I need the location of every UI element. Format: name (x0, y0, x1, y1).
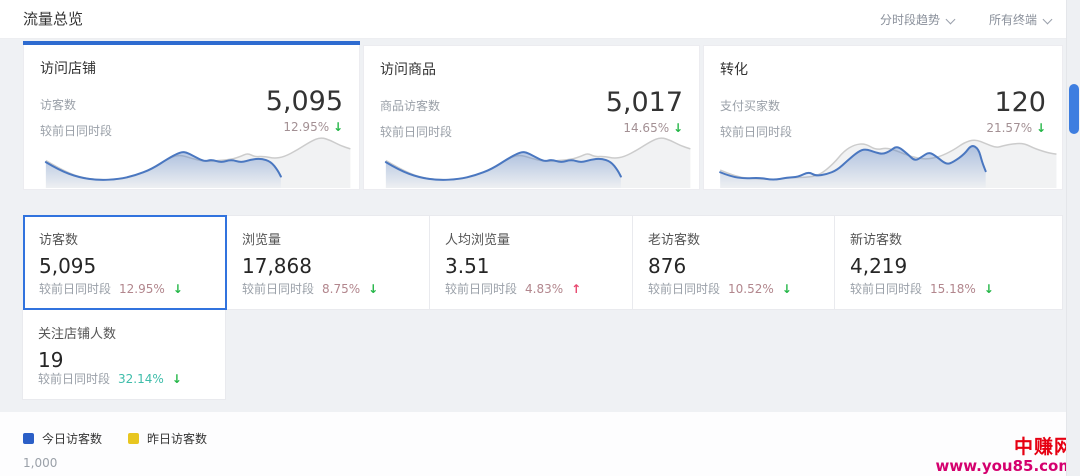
tile-change: 8.75% (322, 281, 361, 296)
card-visit-store[interactable]: 访问店铺 访客数 较前日同时段 5,095 12.95% ↓ (23, 45, 360, 190)
trend-period-label: 分时段趋势 (879, 12, 940, 27)
scrollbar-thumb[interactable] (1069, 84, 1079, 134)
tile-shop-followers[interactable]: 关注店铺人数 19 较前日同时段 32.14% ↓ (22, 309, 226, 400)
summary-cards: 访问店铺 访客数 较前日同时段 5,095 12.95% ↓ (23, 45, 1063, 190)
trend-arrow-icon: ↓ (1035, 121, 1046, 135)
watermark-site-name: 中赚网 (1013, 435, 1074, 458)
metric-value: 5,017 (605, 87, 683, 118)
tile-pageviews[interactable]: 浏览量 17,868 较前日同时段 8.75% ↓ (226, 215, 430, 310)
top-bar: 流量总览 分时段趋势 所有终端 (0, 0, 1080, 39)
tile-value: 3.51 (445, 254, 490, 278)
trend-arrow-icon: ↓ (332, 120, 343, 134)
legend-label: 今日访客数 (42, 432, 103, 446)
tile-label: 老访客数 (648, 233, 701, 248)
active-tab-indicator (23, 41, 360, 45)
tile-visitors[interactable]: 访客数 5,095 较前日同时段 12.95% ↓ (23, 215, 227, 310)
tile-label: 浏览量 (242, 233, 282, 248)
compare-label: 较前日同时段 (380, 125, 453, 139)
metric-change: 21.57% ↓ (986, 121, 1046, 135)
tile-avg-pageviews[interactable]: 人均浏览量 3.51 较前日同时段 4.83% ↑ (429, 215, 633, 310)
scrollbar-track[interactable] (1066, 0, 1080, 476)
trend-arrow-icon: ↑ (571, 281, 582, 296)
tile-compare: 较前日同时段 32.14% ↓ (38, 371, 182, 387)
tile-value: 4,219 (850, 254, 908, 278)
legend-item-today[interactable]: 今日访客数 (23, 430, 102, 447)
tile-label: 新访客数 (850, 233, 903, 248)
tile-compare: 较前日同时段 4.83% ↑ (445, 281, 582, 297)
trend-period-dropdown[interactable]: 分时段趋势 (880, 11, 955, 28)
page-title: 流量总览 (23, 10, 84, 28)
trend-arrow-icon: ↓ (983, 281, 994, 296)
watermark-url: www.you85.com (935, 456, 1074, 475)
card-title: 访问店铺 (40, 61, 96, 77)
tile-returning-visitors[interactable]: 老访客数 876 较前日同时段 10.52% ↓ (632, 215, 835, 310)
metric-label: 访客数 (40, 98, 77, 112)
tile-compare: 较前日同时段 8.75% ↓ (242, 281, 379, 297)
compare-label: 较前日同时段 (40, 124, 113, 138)
tile-change: 10.52% (728, 281, 774, 296)
tile-compare: 较前日同时段 12.95% ↓ (39, 281, 183, 297)
trend-arrow-icon: ↓ (781, 281, 792, 296)
metric-change: 14.65% ↓ (623, 121, 683, 135)
compare-label: 较前日同时段 (720, 125, 793, 139)
metric-change: 12.95% ↓ (283, 120, 343, 134)
tile-value: 5,095 (39, 254, 97, 278)
tile-value: 17,868 (242, 254, 312, 278)
trend-chart-panel (0, 412, 1080, 476)
watermark: 中赚网 www.you85.com (935, 435, 1074, 475)
y-axis-tick: 1,000 (23, 456, 58, 470)
trend-arrow-icon: ↓ (672, 121, 683, 135)
terminal-dropdown[interactable]: 所有终端 (989, 11, 1052, 28)
legend-label: 昨日访客数 (147, 432, 208, 446)
tile-change: 32.14% (118, 371, 164, 386)
chevron-down-icon (946, 15, 955, 24)
metric-label: 支付买家数 (720, 99, 781, 113)
trend-arrow-icon: ↓ (368, 281, 379, 296)
card-title: 转化 (720, 62, 748, 78)
tile-value: 876 (648, 254, 687, 278)
tile-change: 15.18% (930, 281, 976, 296)
chevron-down-icon (1043, 15, 1052, 24)
tile-label: 关注店铺人数 (38, 327, 117, 342)
legend-swatch-yellow (128, 433, 140, 444)
tile-label: 访客数 (39, 233, 79, 248)
tile-compare: 较前日同时段 10.52% ↓ (648, 281, 792, 297)
tile-change: 12.95% (119, 281, 165, 296)
metric-value: 120 (994, 87, 1046, 118)
header-controls: 分时段趋势 所有终端 (880, 0, 1052, 38)
legend-swatch-blue (23, 433, 34, 444)
sparkline-chart (366, 130, 697, 188)
metric-label: 商品访客数 (380, 99, 441, 113)
legend-item-yesterday[interactable]: 昨日访客数 (128, 430, 207, 447)
tile-change: 4.83% (525, 281, 564, 296)
card-conversion[interactable]: 转化 支付买家数 较前日同时段 120 21.57% ↓ (703, 45, 1063, 190)
sparkline-chart (706, 130, 1060, 188)
card-title: 访问商品 (380, 62, 436, 78)
tile-value: 19 (38, 348, 64, 372)
tile-compare: 较前日同时段 15.18% ↓ (850, 281, 994, 297)
trend-arrow-icon: ↓ (172, 281, 183, 296)
metric-value: 5,095 (265, 86, 343, 117)
card-visit-product[interactable]: 访问商品 商品访客数 较前日同时段 5,017 14.65% ↓ (363, 45, 700, 190)
chart-legend: 今日访客数 昨日访客数 (23, 430, 207, 447)
tile-new-visitors[interactable]: 新访客数 4,219 较前日同时段 15.18% ↓ (834, 215, 1063, 310)
terminal-label: 所有终端 (988, 12, 1037, 27)
sparkline-chart (26, 130, 357, 188)
tile-label: 人均浏览量 (445, 233, 511, 248)
trend-arrow-icon: ↓ (171, 371, 182, 386)
metric-tiles-row: 访客数 5,095 较前日同时段 12.95% ↓ 浏览量 17,868 较前日… (23, 215, 1063, 310)
